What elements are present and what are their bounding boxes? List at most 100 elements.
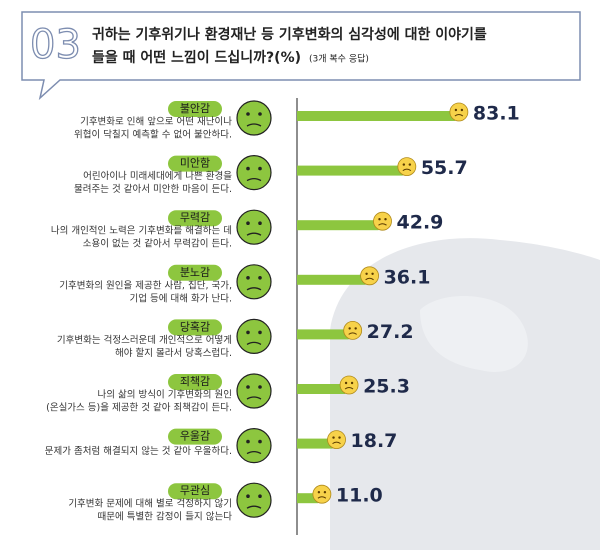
value-label: 27.2 xyxy=(367,321,414,343)
value-label: 42.9 xyxy=(397,212,444,234)
emoji-face xyxy=(360,266,379,286)
face-mouth xyxy=(246,287,262,291)
description: 물려주는 것 같아서 미안한 마음이 든다. xyxy=(74,183,232,195)
category-pill xyxy=(168,155,222,172)
emoji-face xyxy=(397,157,417,177)
emoji-mouth xyxy=(454,114,464,117)
category-label: 무력감 xyxy=(180,211,210,224)
category-label: 죄책감 xyxy=(180,375,210,388)
face-eye xyxy=(258,112,262,116)
bar xyxy=(297,274,366,285)
emoji-face xyxy=(449,102,469,122)
emoji-eye xyxy=(350,381,354,385)
description: 때문에 특별한 감정이 들지 않는다 xyxy=(98,511,233,523)
emoji-face xyxy=(343,320,363,340)
emoji-eye xyxy=(408,163,412,166)
description: 해야 할지 몰라서 당혹스럽다. xyxy=(115,347,232,359)
face-icon xyxy=(236,209,272,245)
category-pill xyxy=(168,210,222,227)
section-number: 03 xyxy=(30,22,81,68)
face-eye xyxy=(246,330,250,335)
description: 문제가 좀처럼 해결되지 않는 것 같아 우울하다. xyxy=(45,445,232,457)
title-line: 귀하는 기후위기나 환경재난 등 기후변화의 심각성에 대한 이야기를 xyxy=(92,26,487,43)
emoji-eye xyxy=(354,327,357,330)
description: 위협이 닥칠지 예측할 수 없어 불안하다. xyxy=(74,129,232,141)
face-eye xyxy=(246,439,250,444)
face-mouth xyxy=(246,450,262,455)
face-mouth xyxy=(246,396,262,400)
emoji-eye xyxy=(384,218,387,221)
face-eye xyxy=(246,112,250,116)
category-pill xyxy=(168,101,222,117)
face-mouth xyxy=(246,232,262,236)
description: 기후변화 문제에 대해 별로 걱정하지 않기 xyxy=(68,498,232,510)
description: 기업 등에 대해 화가 난다. xyxy=(130,292,233,304)
description: 어린아이나 미래세대에게 나쁜 환경을 xyxy=(83,170,232,182)
value-label: 11.0 xyxy=(336,485,383,507)
face-eye xyxy=(246,276,250,280)
value-label: 55.7 xyxy=(421,157,468,179)
value-label: 25.3 xyxy=(363,376,410,398)
face-eye xyxy=(246,166,250,171)
value-label: 18.7 xyxy=(351,430,398,452)
emoji-eye xyxy=(332,436,335,439)
emoji-eye xyxy=(402,163,406,166)
emoji-eye xyxy=(338,436,341,439)
bar xyxy=(297,165,403,176)
category-pill xyxy=(168,319,222,336)
description: 기후변화의 원인을 제공한 사람, 집단, 국가, xyxy=(59,279,232,291)
title-line: 들을 때 어떤 느낌이 드십니까?(%) xyxy=(92,49,301,66)
bar xyxy=(297,438,333,449)
bar xyxy=(297,329,349,340)
face-eye xyxy=(258,330,262,335)
note: (3개 복수 응답) xyxy=(309,53,369,65)
category-pill xyxy=(168,264,222,281)
emoji-face xyxy=(339,375,359,395)
face-eye xyxy=(246,221,250,225)
face-eye xyxy=(246,494,250,499)
emoji-eye xyxy=(323,491,327,494)
face-eye xyxy=(258,221,262,225)
emoji-face xyxy=(312,484,332,504)
emoji-mouth xyxy=(332,441,341,445)
description: (온실가스 등)을 제공한 것 같아 죄책감이 든다. xyxy=(46,402,232,414)
face-icon xyxy=(236,318,272,354)
emoji-eye xyxy=(344,381,348,385)
category-label: 당혹감 xyxy=(180,319,210,333)
face-eye xyxy=(258,439,262,444)
emoji-face xyxy=(373,211,392,231)
emoji-mouth xyxy=(344,387,354,390)
background-bears xyxy=(330,238,600,550)
category-pill xyxy=(168,483,222,500)
face-eye xyxy=(258,166,262,171)
bar xyxy=(297,111,455,121)
emoji-mouth xyxy=(317,496,327,499)
face-icon xyxy=(236,100,272,136)
category-label: 미안함 xyxy=(180,157,210,170)
category-label: 우울감 xyxy=(180,430,210,443)
emoji-eye xyxy=(317,491,321,494)
emoji-mouth xyxy=(402,168,412,172)
face-icon xyxy=(236,373,272,409)
face-icon xyxy=(236,482,272,518)
emoji-eye xyxy=(378,218,381,221)
face-mouth xyxy=(246,177,262,182)
category-pill xyxy=(168,374,222,390)
description: 기후변화는 걱정스러운데 개인적으로 어떻게 xyxy=(57,334,232,346)
face-icon xyxy=(236,264,272,300)
emoji-mouth xyxy=(348,332,357,335)
face-eye xyxy=(258,385,262,389)
value-label: 83.1 xyxy=(473,103,520,125)
description: 소용이 없는 것 같아서 무력감이 든다. xyxy=(83,238,232,250)
face-eye xyxy=(246,385,250,389)
face-mouth xyxy=(246,505,262,509)
description: 나의 개인적인 노력은 기후변화를 해결하는 데 xyxy=(51,225,232,237)
header-box xyxy=(21,11,581,101)
bar xyxy=(297,493,318,504)
description: 기후변화로 인해 앞으로 어떤 재난이나 xyxy=(80,116,232,128)
category-label: 불안감 xyxy=(180,102,210,115)
emoji-eye xyxy=(454,108,458,112)
category-pill xyxy=(168,428,222,445)
emoji-eye xyxy=(371,272,374,275)
face-mouth xyxy=(246,341,262,345)
